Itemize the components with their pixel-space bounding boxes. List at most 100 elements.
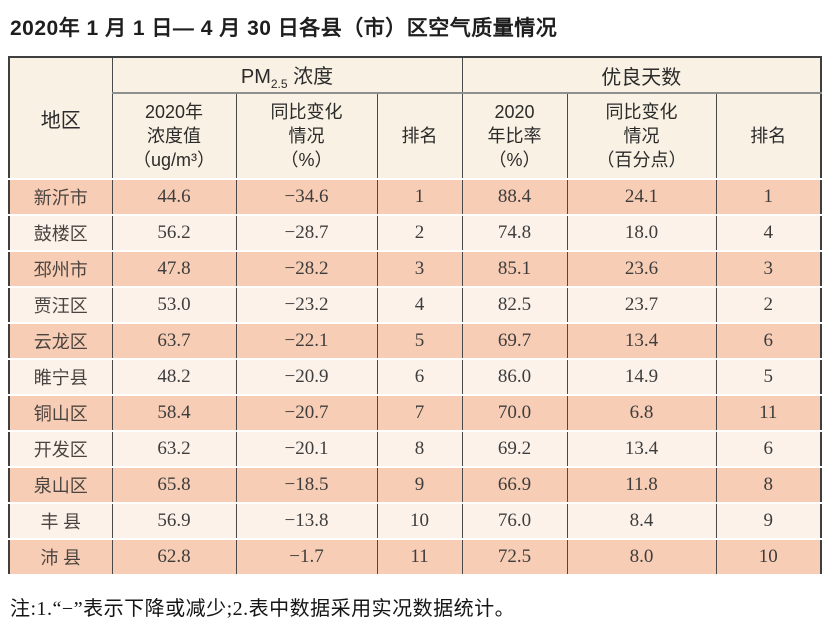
good-change-cell: 8.4 — [566, 502, 717, 540]
good-change-cell: 11.8 — [566, 466, 717, 504]
pm-value-cell: 65.8 — [111, 466, 237, 504]
pm-rank-cell: 6 — [376, 358, 463, 396]
region-column-header: 地区 — [8, 57, 113, 180]
pm25-label-main: PM — [240, 65, 271, 88]
pm-rank-column-header: 排名 — [376, 93, 463, 180]
good-rank-cell: 3 — [715, 250, 822, 288]
good-rank-cell: 6 — [715, 322, 822, 360]
pm-value-cell: 48.2 — [111, 358, 237, 396]
table-row: 丰 县 56.9 −13.8 10 76.0 8.4 9 — [8, 502, 822, 540]
region-cell: 睢宁县 — [8, 358, 113, 396]
pm-change-cell: −20.1 — [235, 430, 378, 468]
good-change-cell: 24.1 — [566, 178, 717, 216]
pm-change-cell: −20.7 — [235, 394, 378, 432]
table-row: 贾汪区 53.0 −23.2 4 82.5 23.7 2 — [8, 286, 822, 324]
good-rank-cell: 8 — [715, 466, 822, 504]
good-rate-cell: 66.9 — [461, 466, 568, 504]
good-rank-cell: 10 — [715, 538, 822, 576]
pm-value-cell: 63.7 — [111, 322, 237, 360]
pm-change-cell: −28.2 — [235, 250, 378, 288]
table-row: 邳州市 47.8 −28.2 3 85.1 23.6 3 — [8, 250, 822, 288]
pm-change-column-header: 同比变化 情况 （%） — [235, 93, 378, 180]
pm-rank-cell: 10 — [376, 502, 463, 540]
pm-rank-cell: 5 — [376, 322, 463, 360]
pm-value-cell: 47.8 — [111, 250, 237, 288]
good-change-cell: 13.4 — [566, 322, 717, 360]
air-quality-table: 地区 PM2.5 浓度 优良天数 2020年 浓度值 （ug/m³） 同比变化 … — [8, 56, 823, 576]
good-change-cell: 14.9 — [566, 358, 717, 396]
good-rank-cell: 5 — [715, 358, 822, 396]
good-change-cell: 6.8 — [566, 394, 717, 432]
pm-rank-cell: 1 — [376, 178, 463, 216]
region-cell: 云龙区 — [8, 322, 113, 360]
region-cell: 邳州市 — [8, 250, 113, 288]
good-days-group-header: 优良天数 — [461, 57, 822, 94]
table-row: 睢宁县 48.2 −20.9 6 86.0 14.9 5 — [8, 358, 822, 396]
table-row: 新沂市 44.6 −34.6 1 88.4 24.1 1 — [8, 178, 822, 216]
good-change-cell: 23.7 — [566, 286, 717, 324]
good-rank-column-header: 排名 — [715, 93, 822, 180]
good-rate-cell: 72.5 — [461, 538, 568, 576]
good-change-cell: 13.4 — [566, 430, 717, 468]
pm-change-cell: −20.9 — [235, 358, 378, 396]
good-rate-cell: 82.5 — [461, 286, 568, 324]
region-cell: 鼓楼区 — [8, 214, 113, 252]
pm-value-column-header: 2020年 浓度值 （ug/m³） — [111, 93, 237, 180]
good-rank-cell: 4 — [715, 214, 822, 252]
table-row: 开发区 63.2 −20.1 8 69.2 13.4 6 — [8, 430, 822, 468]
region-cell: 铜山区 — [8, 394, 113, 432]
pm-value-cell: 63.2 — [111, 430, 237, 468]
pm25-group-header: PM2.5 浓度 — [111, 57, 463, 94]
region-cell: 丰 县 — [8, 502, 113, 540]
pm-rank-cell: 3 — [376, 250, 463, 288]
pm-value-cell: 53.0 — [111, 286, 237, 324]
table-row: 云龙区 63.7 −22.1 5 69.7 13.4 6 — [8, 322, 822, 360]
region-cell: 贾汪区 — [8, 286, 113, 324]
table-body: 新沂市 44.6 −34.6 1 88.4 24.1 1 鼓楼区 56.2 −28.7 2 74.8 1… — [8, 178, 822, 576]
good-rate-cell: 74.8 — [461, 214, 568, 252]
table-header: 地区 PM2.5 浓度 优良天数 2020年 浓度值 （ug/m³） 同比变化 … — [8, 57, 822, 180]
region-cell: 新沂市 — [8, 178, 113, 216]
pm-rank-cell: 4 — [376, 286, 463, 324]
good-rank-cell: 9 — [715, 502, 822, 540]
good-rate-cell: 69.7 — [461, 322, 568, 360]
good-rate-cell: 86.0 — [461, 358, 568, 396]
pm-rank-cell: 11 — [376, 538, 463, 576]
pm-change-cell: −22.1 — [235, 322, 378, 360]
pm25-label-rest: 浓度 — [287, 65, 334, 88]
pm-rank-cell: 2 — [376, 214, 463, 252]
good-rate-cell: 70.0 — [461, 394, 568, 432]
table-row: 沛 县 62.8 −1.7 11 72.5 8.0 10 — [8, 538, 822, 576]
pm-change-cell: −28.7 — [235, 214, 378, 252]
footnote: 注:1.“−”表示下降或减少;2.表中数据采用实况数据统计。 — [10, 598, 516, 620]
good-rate-column-header: 2020 年比率 （%） — [461, 93, 568, 180]
good-rate-cell: 85.1 — [461, 250, 568, 288]
good-change-cell: 18.0 — [566, 214, 717, 252]
good-rate-cell: 76.0 — [461, 502, 568, 540]
good-rank-cell: 2 — [715, 286, 822, 324]
good-rank-cell: 11 — [715, 394, 822, 432]
table-row: 泉山区 65.8 −18.5 9 66.9 11.8 8 — [8, 466, 822, 504]
good-change-cell: 23.6 — [566, 250, 717, 288]
pm-rank-cell: 7 — [376, 394, 463, 432]
good-rank-cell: 6 — [715, 430, 822, 468]
pm-rank-cell: 9 — [376, 466, 463, 504]
pm-value-cell: 58.4 — [111, 394, 237, 432]
region-cell: 泉山区 — [8, 466, 113, 504]
pm-value-cell: 62.8 — [111, 538, 237, 576]
pm-change-cell: −1.7 — [235, 538, 378, 576]
good-change-column-header: 同比变化 情况 （百分点） — [566, 93, 717, 180]
pm-change-cell: −23.2 — [235, 286, 378, 324]
good-rate-cell: 69.2 — [461, 430, 568, 468]
pm-value-cell: 44.6 — [111, 178, 237, 216]
pm-change-cell: −13.8 — [235, 502, 378, 540]
pm-change-cell: −34.6 — [235, 178, 378, 216]
table-row: 鼓楼区 56.2 −28.7 2 74.8 18.0 4 — [8, 214, 822, 252]
pm25-label-sub: 2.5 — [270, 76, 288, 91]
table-row: 铜山区 58.4 −20.7 7 70.0 6.8 11 — [8, 394, 822, 432]
page-title: 2020年 1 月 1 日— 4 月 30 日各县（市）区空气质量情况 — [10, 17, 558, 40]
pm-value-cell: 56.9 — [111, 502, 237, 540]
pm-value-cell: 56.2 — [111, 214, 237, 252]
pm-rank-cell: 8 — [376, 430, 463, 468]
